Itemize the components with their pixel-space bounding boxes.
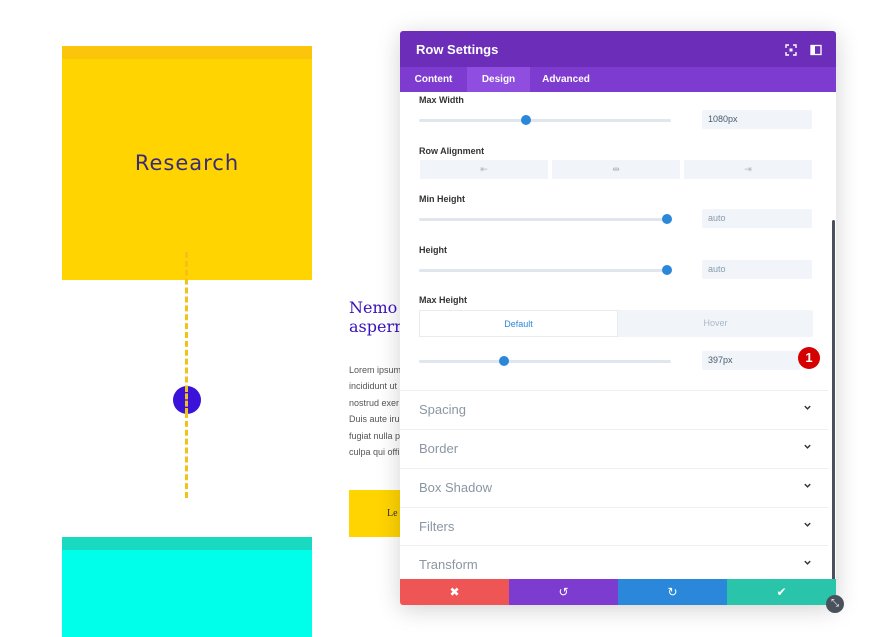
background-heading: Nemo asperr [349,298,409,336]
section-label: Transform [419,557,478,572]
card-top-strip [62,537,312,550]
max-height-slider[interactable] [419,356,671,366]
max-width-slider-knob[interactable] [521,115,531,125]
center-align-icon[interactable]: ⇹ [552,160,680,179]
min-height-slider-knob[interactable] [662,214,672,224]
card-title: Research [134,151,240,175]
min-height-slider[interactable] [419,214,672,224]
background-button[interactable]: Le [349,490,401,537]
undo-icon: ↺ [558,585,569,599]
left-align-icon[interactable]: ⇤ [420,160,548,179]
background-paragraph: Lorem ipsum incididunt ut nostrud exer D… [349,362,401,460]
section-spacing[interactable]: Spacing [400,390,828,429]
discard-button[interactable]: ✖ [400,579,509,605]
height-slider[interactable] [419,265,672,275]
tab-advanced[interactable]: Advanced [542,74,590,85]
settings-content: Max Width 1080px Row Alignment ⇤ ⇹ ⇥ Min… [400,92,836,580]
section-box-shadow[interactable]: Box Shadow [400,468,828,507]
resize-handle-icon[interactable]: ⤡ [826,595,844,613]
max-height-slider-knob[interactable] [499,356,509,366]
chevron-down-icon [804,522,811,527]
close-icon: ✖ [449,585,460,599]
step-badge: 1 [798,347,820,369]
paragraph-line: Duis aute irur [349,414,401,425]
row-settings-modal: Row Settings Content Design Advanced Max… [400,31,836,605]
paragraph-line: incididunt ut [349,381,398,392]
min-height-label: Min Height [419,194,465,204]
timeline-dashed-line [185,252,188,498]
section-label: Box Shadow [419,480,492,495]
chevron-down-icon [804,560,811,565]
expand-icon[interactable] [785,43,797,56]
tab-content[interactable]: Content [414,74,453,85]
toggle-hover[interactable]: Hover [703,318,728,328]
heading-line: Nemo [349,298,398,317]
toggle-default[interactable]: Default [419,310,618,337]
paragraph-line: culpa qui offi [349,447,400,458]
check-icon: ✔ [776,585,787,599]
paragraph-line: nostrud exer [349,397,400,408]
research-card: Research [62,46,312,280]
modal-header: Row Settings [400,31,836,67]
undo-button[interactable]: ↺ [509,579,618,605]
min-height-input[interactable]: auto [702,209,812,228]
section-label: Filters [419,519,455,534]
max-width-label: Max Width [419,95,464,105]
max-height-state-toggle: Default Hover [419,310,813,337]
paragraph-line: Lorem ipsum [349,365,401,375]
modal-footer: ✖ ↺ ↻ ✔ [400,579,836,605]
chevron-down-icon [804,483,811,488]
chevron-down-icon [804,405,811,410]
row-alignment-label: Row Alignment [419,146,485,156]
height-label: Height [419,245,447,255]
max-height-label: Max Height [419,295,468,305]
height-input[interactable]: auto [702,260,812,279]
sidebar-toggle-icon[interactable] [810,43,822,56]
scrollbar[interactable] [832,220,835,580]
card-top-strip [62,46,312,59]
redo-icon: ↻ [667,585,678,599]
max-width-slider[interactable] [419,115,671,125]
section-border[interactable]: Border [400,429,828,468]
timeline-dashed-line-overlay [185,386,188,414]
background-button-label: Le [387,508,398,519]
chevron-down-icon [804,444,811,449]
section-label: Spacing [419,402,466,417]
heading-line: asperr [349,317,402,336]
section-filters[interactable]: Filters [400,507,828,546]
right-align-icon[interactable]: ⇥ [684,160,812,179]
tab-design[interactable]: Design [467,67,530,92]
height-slider-knob[interactable] [662,265,672,275]
section-transform[interactable]: Transform [400,545,828,580]
tab-bar: Content Design Advanced [400,67,836,92]
cyan-card [62,537,312,637]
paragraph-line: fugiat nulla p [349,430,401,441]
max-width-input[interactable]: 1080px [702,110,812,129]
modal-title: Row Settings [416,42,499,57]
redo-button[interactable]: ↻ [618,579,727,605]
section-label: Border [419,441,459,456]
max-height-input[interactable]: 397px [702,351,800,370]
save-button[interactable]: ✔ [727,579,836,605]
